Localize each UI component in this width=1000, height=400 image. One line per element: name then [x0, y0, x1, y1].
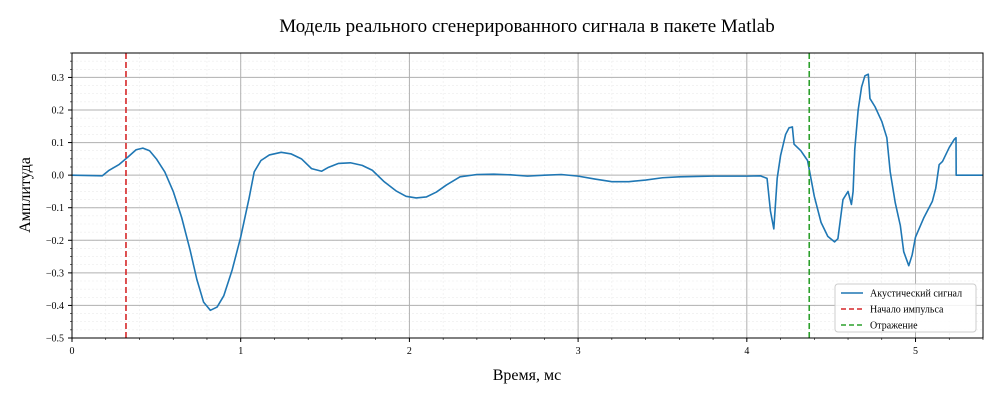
y-tick-label: −0.5	[46, 334, 64, 345]
x-axis-ticks: 0 1 2 3 4 5	[70, 338, 984, 357]
y-tick-label: 0.2	[52, 106, 65, 117]
y-tick-label: 0.3	[52, 73, 65, 84]
x-tick-label: 5	[913, 346, 918, 357]
legend-label: Начало импульса	[870, 305, 944, 316]
y-tick-label: −0.1	[46, 203, 64, 214]
plot-lines	[71, 53, 983, 338]
y-axis-label: Амплитуда	[17, 157, 34, 233]
legend-label: Акустический сигнал	[870, 289, 962, 300]
legend-label: Отражение	[870, 321, 918, 332]
legend: Акустический сигнал Начало импульса Отраже…	[834, 283, 977, 333]
x-axis-label: Время, мс	[493, 367, 561, 384]
grid	[71, 52, 984, 339]
x-tick-label: 3	[576, 346, 581, 357]
legend-box	[834, 283, 977, 333]
y-tick-label: −0.3	[46, 268, 64, 279]
x-tick-label: 4	[744, 346, 749, 357]
plot-frame	[71, 52, 984, 339]
series-line-acoustic-signal	[71, 73, 983, 312]
y-tick-label: 0.1	[52, 138, 65, 149]
y-axis-ticks: −0.5 −0.4 −0.3 −0.2 −0.1 0.0 0.1 0.2 0.3	[46, 52, 72, 345]
y-tick-label: −0.2	[46, 236, 64, 247]
x-tick-label: 0	[70, 346, 75, 357]
chart-title: Модель реального сгенерированного сигнал…	[279, 16, 774, 37]
y-tick-label: 0.0	[52, 171, 65, 182]
y-tick-label: −0.4	[46, 301, 64, 312]
x-tick-label: 2	[407, 346, 412, 357]
x-tick-label: 1	[238, 346, 243, 357]
